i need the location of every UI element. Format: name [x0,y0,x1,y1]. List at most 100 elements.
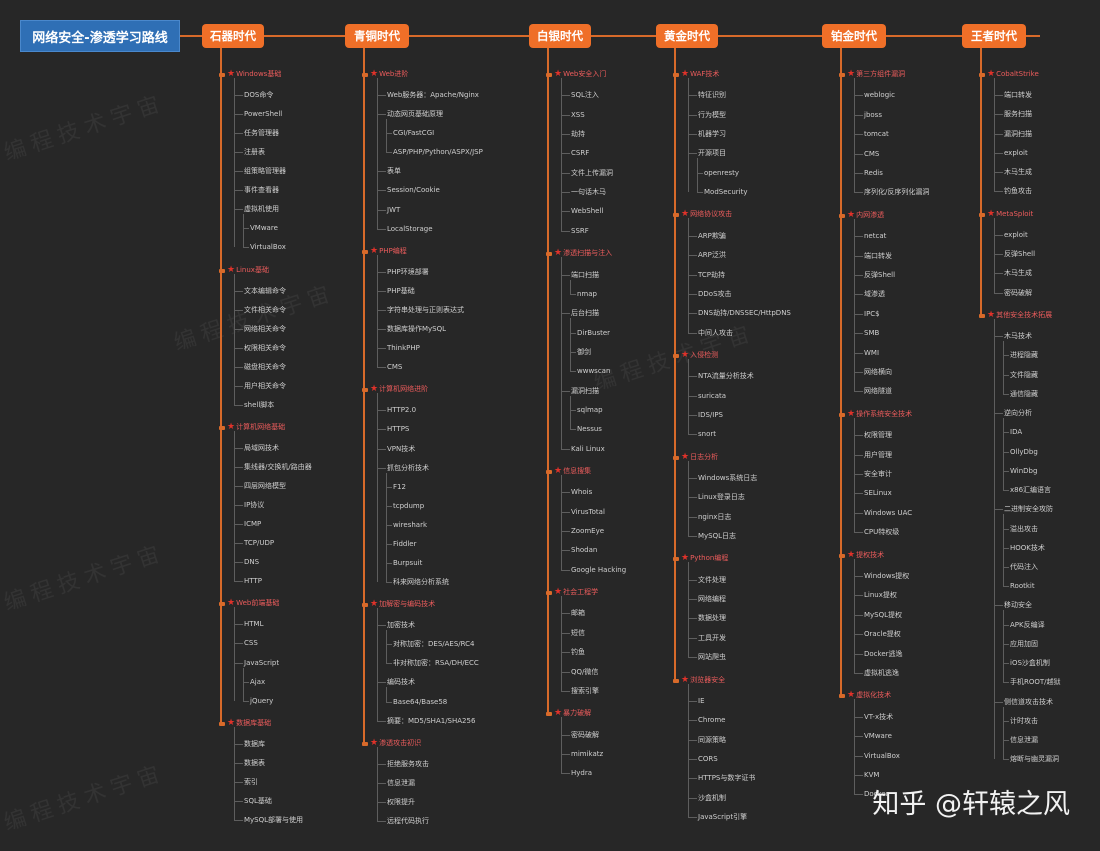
section-title[interactable]: ★计算机网络基础 [227,422,285,432]
section-title[interactable]: ★虚拟化技术 [847,691,891,700]
tree-item[interactable]: 索引 [244,777,258,786]
tree-item[interactable]: 漏洞扫描 [1004,129,1032,138]
tree-item[interactable]: VirtualBox [864,751,900,760]
tree-item[interactable]: 侧信道攻击技术 [1004,697,1053,706]
tree-item[interactable]: 密码破解 [571,730,599,739]
section-title[interactable]: ★内网渗透 [847,210,884,220]
tree-item[interactable]: HTTP [244,577,262,586]
tree-item[interactable]: 动态网页基础原理 [387,110,443,119]
tree-item[interactable]: 权限相关命令 [244,343,286,352]
tree-subitem[interactable]: 进程隐藏 [1010,351,1038,360]
tree-item[interactable]: IDS/IPS [698,410,723,419]
tree-item[interactable]: Redis [864,169,883,177]
tree-subitem[interactable]: 计时攻击 [1010,716,1038,725]
tree-subitem[interactable]: CGI/FastCGI [393,129,435,138]
tree-item[interactable]: 漏洞扫描 [571,386,599,395]
tree-item[interactable]: 事件查看器 [244,186,279,195]
section-title[interactable]: ★其他安全技术拓展 [987,310,1052,320]
tree-item[interactable]: 加密技术 [387,621,415,630]
tree-subitem[interactable]: WinDbg [1010,466,1038,475]
tree-item[interactable]: 端口扫描 [571,270,599,279]
tree-item[interactable]: 劫持 [571,130,585,139]
section-title[interactable]: ★操作系统安全技术 [847,409,912,419]
tree-item[interactable]: PowerShell [244,110,283,119]
tree-item[interactable]: 域渗透 [864,290,885,299]
tree-item[interactable]: 行为模型 [698,110,726,119]
section-title[interactable]: ★第三方组件漏洞 [847,70,905,79]
tree-item[interactable]: ARP欺骗 [698,231,726,240]
era-header[interactable]: 青铜时代 [345,24,409,48]
tree-item[interactable]: WebShell [571,207,604,216]
tree-item[interactable]: CSS [244,639,258,648]
tree-item[interactable]: Hydra [571,769,593,778]
tree-subitem[interactable]: 信息泄漏 [1010,736,1038,745]
section-title[interactable]: ★渗透攻击初识 [370,738,421,748]
tree-item[interactable]: 网络相关命令 [244,324,286,333]
section-title[interactable]: ★提权技术 [847,550,884,560]
tree-item[interactable]: DOS命令 [244,91,274,100]
tree-item[interactable]: 编码技术 [387,678,415,687]
tree-subitem[interactable]: 文件隐藏 [1010,370,1038,379]
tree-item[interactable]: JWT [387,205,401,214]
tree-subitem[interactable]: HOOK技术 [1010,543,1045,552]
tree-subitem[interactable]: Ajax [250,677,266,686]
tree-item[interactable]: weblogic [864,91,895,100]
tree-item[interactable]: SELinux [864,489,892,498]
tree-subitem[interactable]: VMware [250,224,278,233]
tree-subitem[interactable]: nmap [577,289,597,298]
tree-item[interactable]: 中间人攻击 [698,328,733,337]
tree-item[interactable]: 邮箱 [571,609,585,618]
section-title[interactable]: ★Web安全入门 [554,70,606,79]
section-title[interactable]: ★日志分析 [681,452,718,462]
tree-item[interactable]: Whois [571,488,593,497]
tree-item[interactable]: Docker逃逸 [864,649,903,658]
tree-item[interactable]: VirusTotal [571,507,605,516]
tree-item[interactable]: nginx日志 [698,512,732,521]
tree-subitem[interactable]: Burpsuit [393,559,423,567]
tree-subitem[interactable]: tcpdump [393,501,425,510]
section-title[interactable]: ★PHP编程 [370,246,407,256]
tree-item[interactable]: SQL基础 [244,796,272,805]
tree-item[interactable]: Linux登录日志 [698,493,745,502]
tree-item[interactable]: Linux提权 [864,591,897,600]
era-header[interactable]: 王者时代 [962,24,1026,48]
tree-item[interactable]: 网络编程 [698,595,726,604]
tree-subitem[interactable]: 对称加密：DES/AES/RC4 [393,640,475,649]
era-header[interactable]: 铂金时代 [822,24,886,48]
tree-subitem[interactable]: wwwscan [577,367,611,376]
tree-item[interactable]: ThinkPHP [387,344,420,353]
tree-item[interactable]: 数据表 [244,758,265,767]
tree-item[interactable]: 钓鱼 [571,648,585,657]
tree-item[interactable]: 表单 [387,167,401,176]
tree-subitem[interactable]: IDA [1010,428,1023,437]
tree-item[interactable]: 文件上传漏洞 [571,168,613,177]
tree-item[interactable]: 抓包分析技术 [387,463,429,472]
tree-item[interactable]: 摘要：MD5/SHA1/SHA256 [387,716,476,725]
tree-item[interactable]: VMware [864,732,892,741]
tree-item[interactable]: exploit [1004,148,1028,157]
tree-subitem[interactable]: VirtualBox [250,243,286,252]
tree-item[interactable]: 开源项目 [698,149,726,158]
tree-item[interactable]: 特征识别 [698,91,726,100]
tree-subitem[interactable]: Nessus [577,425,602,434]
tree-item[interactable]: KVM [864,771,880,779]
tree-subitem[interactable]: 溢出攻击 [1010,524,1038,533]
tree-item[interactable]: 数据库 [244,739,265,748]
tree-item[interactable]: IP协议 [244,501,265,510]
tree-item[interactable]: CORS [698,754,718,763]
tree-subitem[interactable]: openresty [704,168,740,177]
tree-item[interactable]: 拒绝服务攻击 [387,759,429,768]
tree-item[interactable]: 组策略管理器 [244,167,286,176]
section-title[interactable]: ★WAF技术 [681,70,719,79]
tree-item[interactable]: 数据处理 [698,614,726,623]
tree-item[interactable]: 一句话木马 [571,188,606,197]
tree-item[interactable]: 四层网络模型 [244,482,286,491]
section-title[interactable]: ★数据库基础 [227,718,271,728]
tree-item[interactable]: CSRF [571,149,590,158]
tree-subitem[interactable]: 熔断与幽灵漏洞 [1010,755,1059,764]
era-header[interactable]: 石器时代 [202,24,264,48]
tree-item[interactable]: 端口转发 [864,251,892,260]
tree-item[interactable]: LocalStorage [387,224,433,233]
section-title[interactable]: ★Web前端基础 [227,599,279,608]
tree-item[interactable]: SQL注入 [571,91,599,100]
